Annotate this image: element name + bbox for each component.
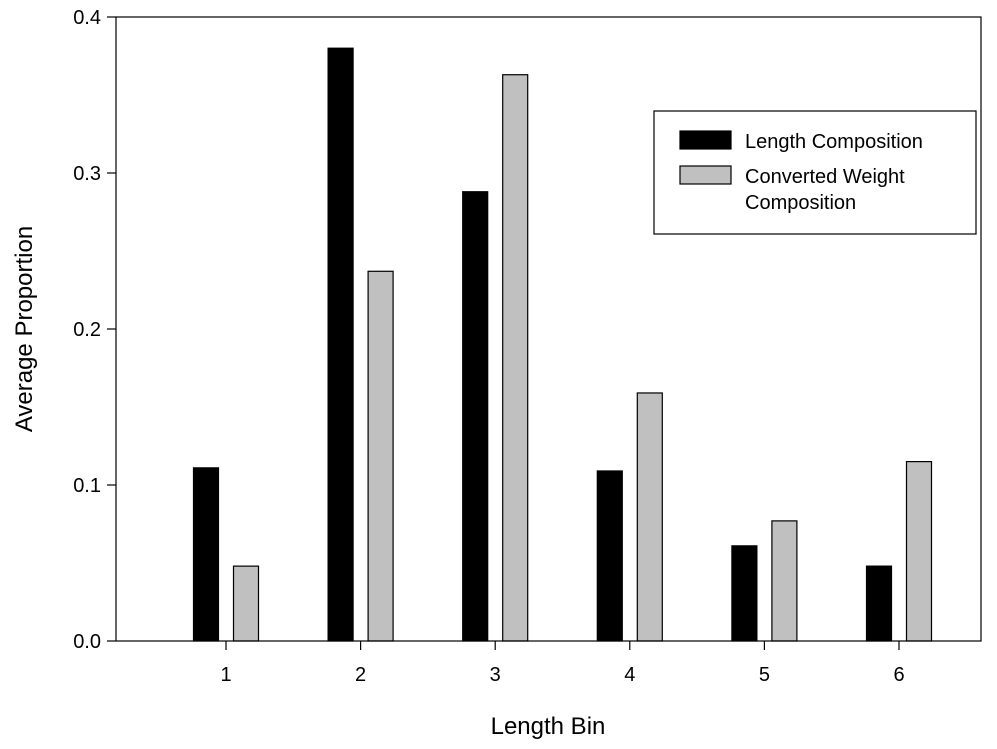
y-tick-label: 0.1 bbox=[73, 475, 101, 497]
legend-label-line-1: Converted Weight bbox=[745, 166, 905, 188]
bar-length-composition-bin-6 bbox=[865, 565, 893, 642]
y-tick-label: 0.4 bbox=[73, 7, 101, 29]
legend-label-converted-weight-composition: Converted Weight Composition bbox=[745, 166, 910, 214]
x-tick-label: 5 bbox=[759, 664, 770, 686]
legend-swatch-length-composition bbox=[679, 130, 732, 150]
bar-length-composition-bin-4 bbox=[596, 470, 623, 642]
legend-swatch-converted-weight-composition bbox=[679, 165, 732, 185]
y-axis-ticks: 0.0 0.1 0.2 0.3 0.4 bbox=[73, 7, 116, 653]
x-tick-label: 6 bbox=[893, 664, 904, 686]
bar-length-composition-bin-2 bbox=[327, 47, 354, 642]
bar-converted-weight-composition-bin-1 bbox=[232, 565, 260, 642]
bar-converted-weight-composition-bin-2 bbox=[367, 270, 394, 642]
y-tick-label: 0.3 bbox=[73, 163, 101, 185]
y-tick-label: 0.2 bbox=[73, 319, 101, 341]
x-tick-label: 3 bbox=[490, 664, 501, 686]
x-tick-label: 1 bbox=[220, 664, 231, 686]
bar-length-composition-bin-5 bbox=[731, 545, 758, 642]
x-axis-title: Length Bin bbox=[491, 713, 606, 740]
bar-converted-weight-composition-bin-4 bbox=[636, 392, 663, 642]
legend-label-length-composition: Length Composition bbox=[745, 131, 923, 153]
x-tick-label: 4 bbox=[624, 664, 635, 686]
legend: Length Composition Converted Weight Comp… bbox=[653, 110, 977, 235]
bar-length-composition-bin-3 bbox=[462, 191, 489, 642]
y-tick-label: 0.0 bbox=[73, 631, 101, 653]
bar-length-composition-bin-1 bbox=[192, 467, 220, 642]
bar-converted-weight-composition-bin-3 bbox=[502, 74, 529, 642]
legend-label-line-2: Composition bbox=[745, 192, 856, 214]
x-axis-ticks: 1 2 3 4 5 6 bbox=[220, 641, 905, 686]
y-axis-title: Average Proportion bbox=[11, 226, 38, 432]
bar-converted-weight-composition-bin-5 bbox=[771, 520, 798, 642]
bar-converted-weight-composition-bin-6 bbox=[905, 461, 933, 642]
x-tick-label: 2 bbox=[355, 664, 366, 686]
